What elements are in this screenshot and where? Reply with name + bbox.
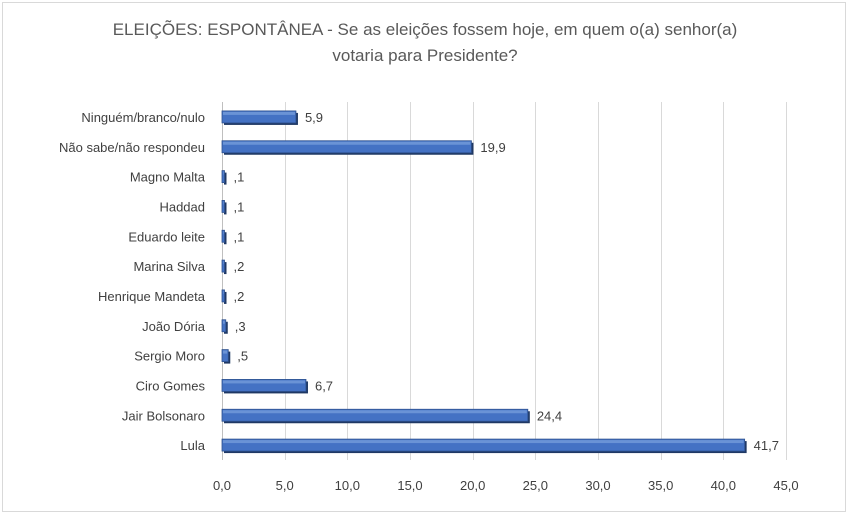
value-label-5: ,2 (234, 259, 245, 274)
bar-highlight-10 (223, 410, 527, 414)
bar-shadow-3 (224, 202, 227, 215)
x-tick-label-6: 30,0 (585, 478, 610, 493)
chart-title-line-1: ELEIÇÕES: ESPONTÂNEA - Se as eleições fo… (112, 20, 738, 39)
bar-shadow-4 (224, 232, 227, 245)
x-tick-label-7: 35,0 (648, 478, 673, 493)
category-label-4: Eduardo leite (128, 229, 205, 244)
category-label-10: Jair Bolsonaro (122, 408, 205, 423)
category-label-8: Sergio Moro (134, 349, 205, 364)
category-label-3: Haddad (159, 199, 205, 214)
category-label-11: Lula (180, 438, 205, 453)
bar-shadow-6 (224, 291, 227, 304)
bar-highlight-7 (223, 320, 225, 324)
bar-highlight-9 (223, 380, 305, 384)
category-label-5: Marina Silva (133, 259, 205, 274)
category-label-2: Magno Malta (130, 170, 206, 185)
category-label-9: Ciro Gomes (136, 378, 206, 393)
value-label-6: ,2 (234, 289, 245, 304)
value-label-3: ,1 (234, 199, 245, 214)
bar-highlight-5 (223, 261, 224, 265)
bar-8 (221, 349, 229, 362)
bar-highlight-3 (223, 201, 224, 205)
value-label-0: 5,9 (305, 110, 323, 125)
bar-highlight-8 (223, 350, 228, 354)
bar-shadow-2 (224, 172, 227, 185)
x-tick-label-1: 5,0 (276, 478, 294, 493)
x-tick-label-0: 0,0 (213, 478, 231, 493)
bar-4 (221, 229, 225, 243)
bar-highlight-0 (223, 111, 295, 115)
x-tick-label-4: 20,0 (460, 478, 485, 493)
bar-7 (221, 319, 227, 333)
chart-title-line-2: votaria para Presidente? (332, 46, 518, 65)
value-label-1: 19,9 (480, 140, 505, 155)
bar-6 (221, 289, 225, 303)
value-label-10: 24,4 (537, 408, 562, 423)
category-label-1: Não sabe/não respondeu (59, 140, 205, 155)
bar-highlight-1 (223, 141, 471, 145)
bar-highlight-2 (223, 171, 224, 175)
value-label-2: ,1 (234, 170, 245, 185)
x-tick-label-2: 10,0 (335, 478, 360, 493)
value-label-11: 41,7 (754, 438, 779, 453)
bar-shadow-5 (224, 262, 227, 275)
x-tick-label-9: 45,0 (773, 478, 798, 493)
value-label-7: ,3 (235, 319, 246, 334)
bar-2 (221, 170, 225, 183)
value-label-4: ,1 (234, 229, 245, 244)
value-label-8: ,5 (237, 349, 248, 364)
category-label-6: Henrique Mandeta (98, 289, 206, 304)
bar-highlight-4 (223, 231, 224, 235)
value-label-9: 6,7 (315, 378, 333, 393)
category-label-0: Ninguém/branco/nulo (81, 110, 205, 125)
bar-3 (221, 200, 225, 213)
bar-highlight-11 (223, 440, 744, 444)
x-tick-label-8: 40,0 (711, 478, 736, 493)
chart-title: ELEIÇÕES: ESPONTÂNEA - Se as eleições fo… (0, 17, 850, 69)
x-tick-label-5: 25,0 (523, 478, 548, 493)
x-tick-label-3: 15,0 (397, 478, 422, 493)
bar-highlight-6 (223, 290, 224, 294)
category-label-7: João Dória (142, 319, 206, 334)
bar-5 (221, 259, 225, 273)
